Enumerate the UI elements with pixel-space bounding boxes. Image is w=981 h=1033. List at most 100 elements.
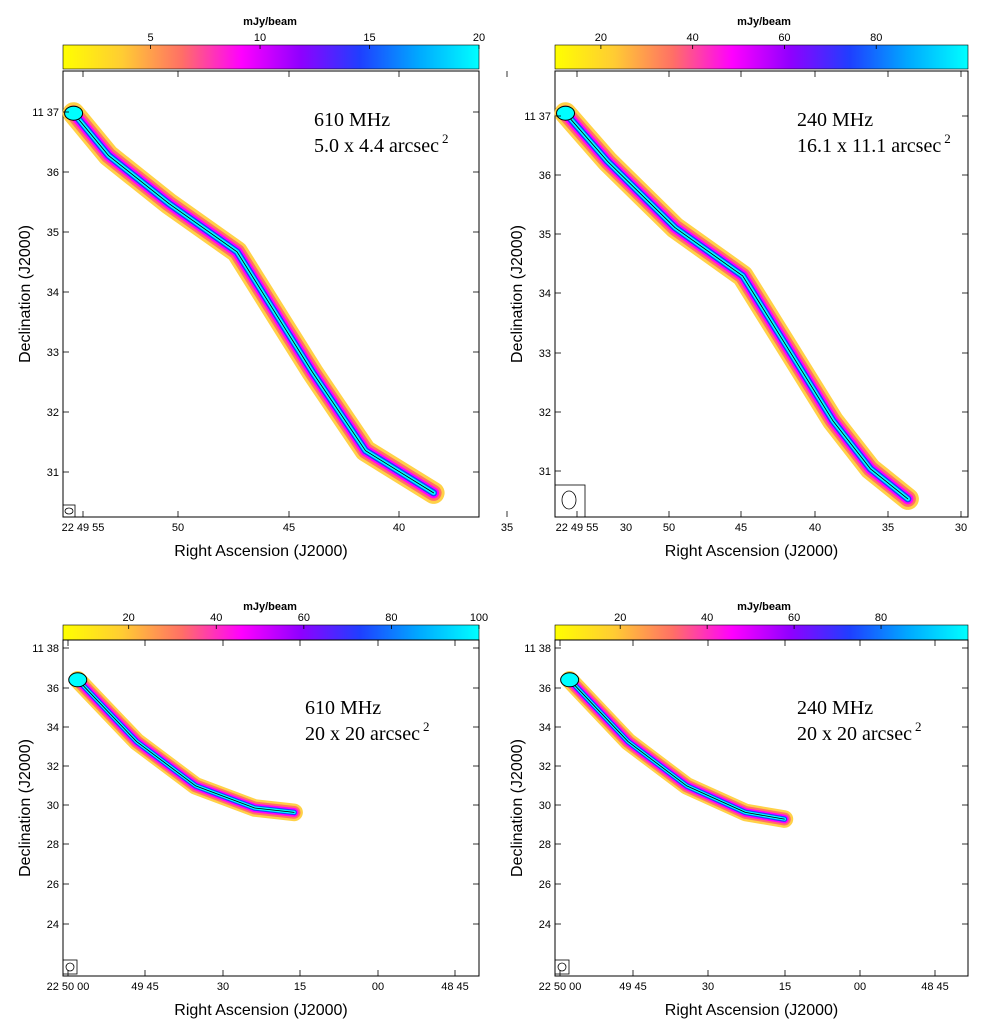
x-tick-label: 22 50 00	[539, 981, 582, 993]
y-tick-label: 33	[539, 348, 551, 360]
y-tick-label: 11 38	[32, 643, 59, 655]
beam-box	[554, 959, 570, 975]
colorbar-tick-label: 60	[778, 32, 790, 44]
jet-contour	[77, 679, 295, 813]
y-tick-label: 36	[47, 683, 59, 695]
colorbar-tick-label: 20	[473, 32, 485, 44]
y-tick-label: 30	[47, 800, 59, 812]
x-axis-title: Right Ascension (J2000)	[665, 543, 838, 560]
panel-610mhz-high-res: mJy/beam 5 10 15 20 610 MHz 5.0 x 4.4 arcsec 2 1…	[17, 16, 632, 560]
x-tick-label: 48 45	[441, 981, 469, 993]
y-axis-title: Declination (J2000)	[509, 739, 526, 877]
y-tick-label: 32	[47, 761, 59, 773]
x-tick-label: 45	[735, 522, 747, 534]
y-tick-label: 26	[47, 879, 59, 891]
x-axis-title: Right Ascension (J2000)	[174, 1002, 347, 1019]
core-contour	[68, 672, 88, 688]
y-tick-label: 28	[539, 839, 551, 851]
y-tick-label: 34	[539, 288, 551, 300]
y-tick-label: 28	[47, 839, 59, 851]
beam-ellipse	[557, 962, 567, 972]
colorbar	[554, 624, 969, 641]
colorbar-tick-label: 80	[870, 32, 882, 44]
y-tick-label: 31	[47, 467, 59, 479]
beam-ellipse	[561, 490, 577, 510]
y-tick-label: 34	[47, 287, 59, 299]
y-tick-label: 35	[539, 229, 551, 241]
core-contour	[556, 105, 576, 121]
colorbar-tick-label: 20	[614, 612, 626, 624]
colorbar-tick-label: 5	[148, 32, 154, 44]
colorbar-tick-label: 20	[123, 612, 135, 624]
y-tick-label: 31	[539, 466, 551, 478]
beam-size-superscript: 2	[423, 719, 430, 734]
frequency-label: 240 MHz	[797, 697, 873, 719]
frequency-label: 240 MHz	[797, 109, 873, 131]
x-tick-label: 50	[172, 522, 184, 534]
beam-box	[554, 484, 586, 518]
colorbar-unit-label: mJy/beam	[737, 16, 791, 28]
colorbar-tick-label: 15	[363, 32, 375, 44]
colorbar-tick-label: 40	[210, 612, 222, 624]
colorbar	[62, 624, 480, 641]
x-tick-label: 30	[620, 522, 632, 534]
colorbar-tick-label: 40	[701, 612, 713, 624]
y-tick-label: 33	[47, 347, 59, 359]
colorbar	[62, 44, 480, 70]
y-tick-label: 36	[539, 683, 551, 695]
x-tick-label: 15	[294, 981, 306, 993]
y-tick-label: 11 37	[32, 107, 59, 119]
x-tick-label: 00	[372, 981, 384, 993]
frequency-label: 610 MHz	[314, 109, 390, 131]
y-tick-label: 11 37	[524, 111, 551, 123]
x-tick-label: 30	[217, 981, 229, 993]
colorbar-tick-label: 40	[687, 32, 699, 44]
x-tick-label: 50	[663, 522, 675, 534]
beam-size-label: 16.1 x 11.1 arcsec	[797, 135, 941, 157]
x-tick-label: 45	[283, 522, 295, 534]
x-tick-label: 22 50 00	[47, 981, 90, 993]
beam-box	[62, 959, 78, 975]
jet-contour	[569, 679, 785, 820]
y-axis-title: Declination (J2000)	[509, 225, 526, 363]
beam-ellipse	[65, 962, 75, 972]
panel-610mhz-20arcsec: mJy/beam 20 40 60 80 100 610 MHz 20 x 20 arcsec…	[17, 601, 488, 1019]
colorbar-tick-label: 60	[298, 612, 310, 624]
x-tick-label: 35	[501, 522, 513, 534]
x-tick-label: 30	[955, 522, 967, 534]
x-tick-label: 40	[809, 522, 821, 534]
x-tick-label: 22 49 55	[556, 522, 599, 534]
y-tick-label: 11 38	[524, 643, 551, 655]
x-tick-label: 15	[779, 981, 791, 993]
panel-240mhz-high-res: mJy/beam 20 40 60 80 240 MHz 16.1 x 11.1 arcse…	[509, 16, 969, 560]
colorbar-tick-label: 80	[875, 612, 887, 624]
frequency-label: 610 MHz	[305, 697, 381, 719]
x-axis-title: Right Ascension (J2000)	[174, 543, 347, 560]
panel-240mhz-20arcsec: mJy/beam 20 40 60 80 240 MHz 20 x 20 arcsec 2 11…	[509, 601, 969, 1019]
x-tick-label: 22 49 55	[62, 522, 105, 534]
x-axis-title: Right Ascension (J2000)	[665, 1002, 838, 1019]
y-tick-label: 34	[539, 722, 551, 734]
y-tick-label: 24	[47, 919, 59, 931]
colorbar-unit-label: mJy/beam	[243, 601, 297, 613]
colorbar	[554, 44, 969, 70]
y-tick-label: 32	[539, 407, 551, 419]
beam-size-label: 5.0 x 4.4 arcsec	[314, 135, 439, 157]
x-tick-label: 00	[854, 981, 866, 993]
x-tick-label: 35	[882, 522, 894, 534]
y-tick-label: 36	[539, 170, 551, 182]
y-tick-label: 32	[539, 761, 551, 773]
y-tick-label: 30	[539, 800, 551, 812]
colorbar-unit-label: mJy/beam	[243, 16, 297, 28]
x-tick-label: 49 45	[619, 981, 647, 993]
beam-size-superscript: 2	[915, 719, 922, 734]
beam-size-superscript: 2	[442, 131, 449, 146]
colorbar-tick-label: 100	[470, 612, 488, 624]
beam-size-label: 20 x 20 arcsec	[797, 723, 912, 745]
y-tick-label: 36	[47, 167, 59, 179]
y-tick-label: 26	[539, 879, 551, 891]
beam-size-label: 20 x 20 arcsec	[305, 723, 420, 745]
colorbar-tick-label: 10	[254, 32, 266, 44]
core-contour	[560, 672, 580, 688]
